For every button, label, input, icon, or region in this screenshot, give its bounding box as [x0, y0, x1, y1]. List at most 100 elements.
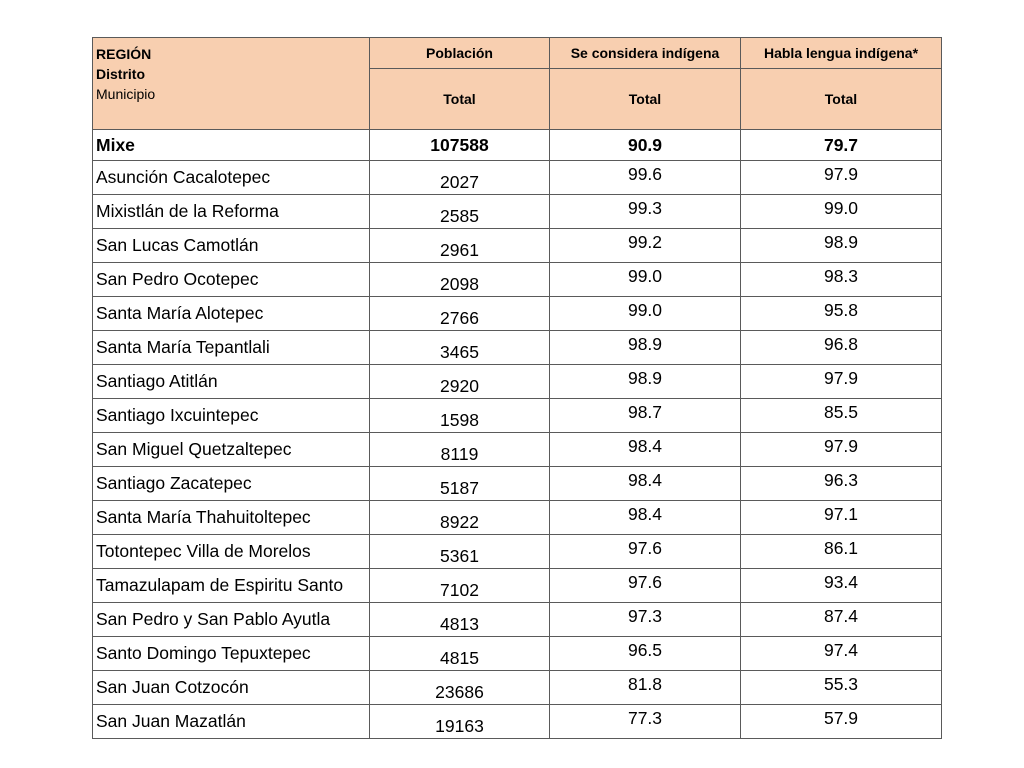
poblacion-value: 8119	[369, 432, 550, 467]
table-row: San Pedro y San Pablo Ayutla 4813 97.3 87.4	[92, 602, 942, 637]
region-name: Mixe	[92, 129, 370, 161]
poblacion-value: 8922	[369, 500, 550, 535]
poblacion-value: 5361	[369, 534, 550, 569]
region-poblacion: 107588	[369, 129, 550, 161]
poblacion-value: 2920	[369, 364, 550, 399]
lengua-value: 97.9	[740, 432, 942, 467]
municipality-name: Santiago Atitlán	[92, 364, 370, 399]
municipality-name: Santa María Thahuitoltepec	[92, 500, 370, 535]
table-row: San Juan Cotzocón 23686 81.8 55.3	[92, 670, 942, 705]
municipality-name: Tamazulapam de Espiritu Santo	[92, 568, 370, 603]
poblacion-value: 2098	[369, 262, 550, 297]
region-indigena: 90.9	[549, 129, 741, 161]
table-row: San Pedro Ocotepec 2098 99.0 98.3	[92, 262, 942, 297]
municipality-name: San Lucas Camotlán	[92, 228, 370, 263]
table-row: Asunción Cacalotepec 2027 99.6 97.9	[92, 160, 942, 195]
region-summary-row: Mixe 107588 90.9 79.7	[92, 129, 942, 161]
municipality-name: Santa María Alotepec	[92, 296, 370, 331]
table-row: Totontepec Villa de Morelos 5361 97.6 86.1	[92, 534, 942, 569]
table-row: San Lucas Camotlán 2961 99.2 98.9	[92, 228, 942, 263]
lengua-total-header: Total	[740, 68, 942, 130]
municipality-name: San Miguel Quetzaltepec	[92, 432, 370, 467]
poblacion-value: 4815	[369, 636, 550, 671]
lengua-value: 85.5	[740, 398, 942, 433]
header-row-top: REGIÓN Distrito Municipio Población Se c…	[92, 37, 942, 130]
indigena-value: 97.3	[549, 602, 741, 637]
indigena-value: 81.8	[549, 670, 741, 705]
indigena-value: 99.0	[549, 296, 741, 331]
indigena-value: 97.6	[549, 534, 741, 569]
poblacion-total-header: Total	[369, 68, 550, 130]
table-row: Santiago Zacatepec 5187 98.4 96.3	[92, 466, 942, 501]
poblacion-value: 2585	[369, 194, 550, 229]
lengua-value: 95.8	[740, 296, 942, 331]
region-label: REGIÓN	[96, 46, 152, 62]
poblacion-header: Población	[369, 37, 550, 69]
municipality-name: Totontepec Villa de Morelos	[92, 534, 370, 569]
lengua-value: 55.3	[740, 670, 942, 705]
table-row: Santo Domingo Tepuxtepec 4815 96.5 97.4	[92, 636, 942, 671]
poblacion-value: 3465	[369, 330, 550, 365]
indigena-value: 96.5	[549, 636, 741, 671]
indigena-value: 77.3	[549, 704, 741, 739]
municipality-name: Mixistlán de la Reforma	[92, 194, 370, 229]
lengua-value: 93.4	[740, 568, 942, 603]
lengua-value: 97.1	[740, 500, 942, 535]
table-row: San Juan Mazatlán 19163 77.3 57.9	[92, 704, 942, 739]
lengua-value: 97.4	[740, 636, 942, 671]
municipality-name: San Juan Mazatlán	[92, 704, 370, 739]
indigena-value: 97.6	[549, 568, 741, 603]
indigena-value: 98.7	[549, 398, 741, 433]
poblacion-value: 2961	[369, 228, 550, 263]
table-row: Santa María Thahuitoltepec 8922 98.4 97.1	[92, 500, 942, 535]
table-row: Santa María Alotepec 2766 99.0 95.8	[92, 296, 942, 331]
indigena-value: 98.4	[549, 466, 741, 501]
table-row: Santa María Tepantlali 3465 98.9 96.8	[92, 330, 942, 365]
lengua-value: 97.9	[740, 364, 942, 399]
lengua-value: 87.4	[740, 602, 942, 637]
indigena-value: 99.6	[549, 160, 741, 195]
indigena-value: 98.4	[549, 500, 741, 535]
lengua-value: 98.9	[740, 228, 942, 263]
indigena-value: 98.9	[549, 330, 741, 365]
table-row: Santiago Ixcuintepec 1598 98.7 85.5	[92, 398, 942, 433]
municipality-name: San Juan Cotzocón	[92, 670, 370, 705]
poblacion-value: 7102	[369, 568, 550, 603]
indigena-value: 98.4	[549, 432, 741, 467]
indigena-value: 99.3	[549, 194, 741, 229]
poblacion-value: 5187	[369, 466, 550, 501]
lengua-value: 86.1	[740, 534, 942, 569]
indigena-value: 99.2	[549, 228, 741, 263]
region-lengua: 79.7	[740, 129, 942, 161]
lengua-value: 97.9	[740, 160, 942, 195]
poblacion-value: 23686	[369, 670, 550, 705]
indigena-header: Se considera indígena	[549, 37, 741, 69]
lengua-value: 99.0	[740, 194, 942, 229]
municipality-name: Asunción Cacalotepec	[92, 160, 370, 195]
municipality-name: San Pedro Ocotepec	[92, 262, 370, 297]
lengua-value: 96.3	[740, 466, 942, 501]
municipality-name: San Pedro y San Pablo Ayutla	[92, 602, 370, 637]
poblacion-value: 1598	[369, 398, 550, 433]
table-row: Mixistlán de la Reforma 2585 99.3 99.0	[92, 194, 942, 229]
indigena-value: 98.9	[549, 364, 741, 399]
table-row: Tamazulapam de Espiritu Santo 7102 97.6 93.…	[92, 568, 942, 603]
poblacion-value: 2766	[369, 296, 550, 331]
district-label: Distrito	[96, 66, 145, 82]
lengua-value: 96.8	[740, 330, 942, 365]
table-row: Santiago Atitlán 2920 98.9 97.9	[92, 364, 942, 399]
header-row-sub: Total Total Total	[93, 68, 942, 130]
lengua-value: 57.9	[740, 704, 942, 739]
table-body: REGIÓN Distrito Municipio Población Se c…	[92, 37, 942, 739]
poblacion-value: 4813	[369, 602, 550, 637]
municipality-label: Municipio	[96, 86, 156, 102]
indigena-total-header: Total	[549, 68, 741, 130]
municipality-name: Santo Domingo Tepuxtepec	[92, 636, 370, 671]
municipality-name: Santa María Tepantlali	[92, 330, 370, 365]
municipality-name: Santiago Zacatepec	[92, 466, 370, 501]
municipality-name: Santiago Ixcuintepec	[92, 398, 370, 433]
lengua-value: 98.3	[740, 262, 942, 297]
lengua-header: Habla lengua indígena*	[740, 37, 942, 69]
table-row: San Miguel Quetzaltepec 8119 98.4 97.9	[92, 432, 942, 467]
poblacion-value: 19163	[369, 704, 550, 739]
